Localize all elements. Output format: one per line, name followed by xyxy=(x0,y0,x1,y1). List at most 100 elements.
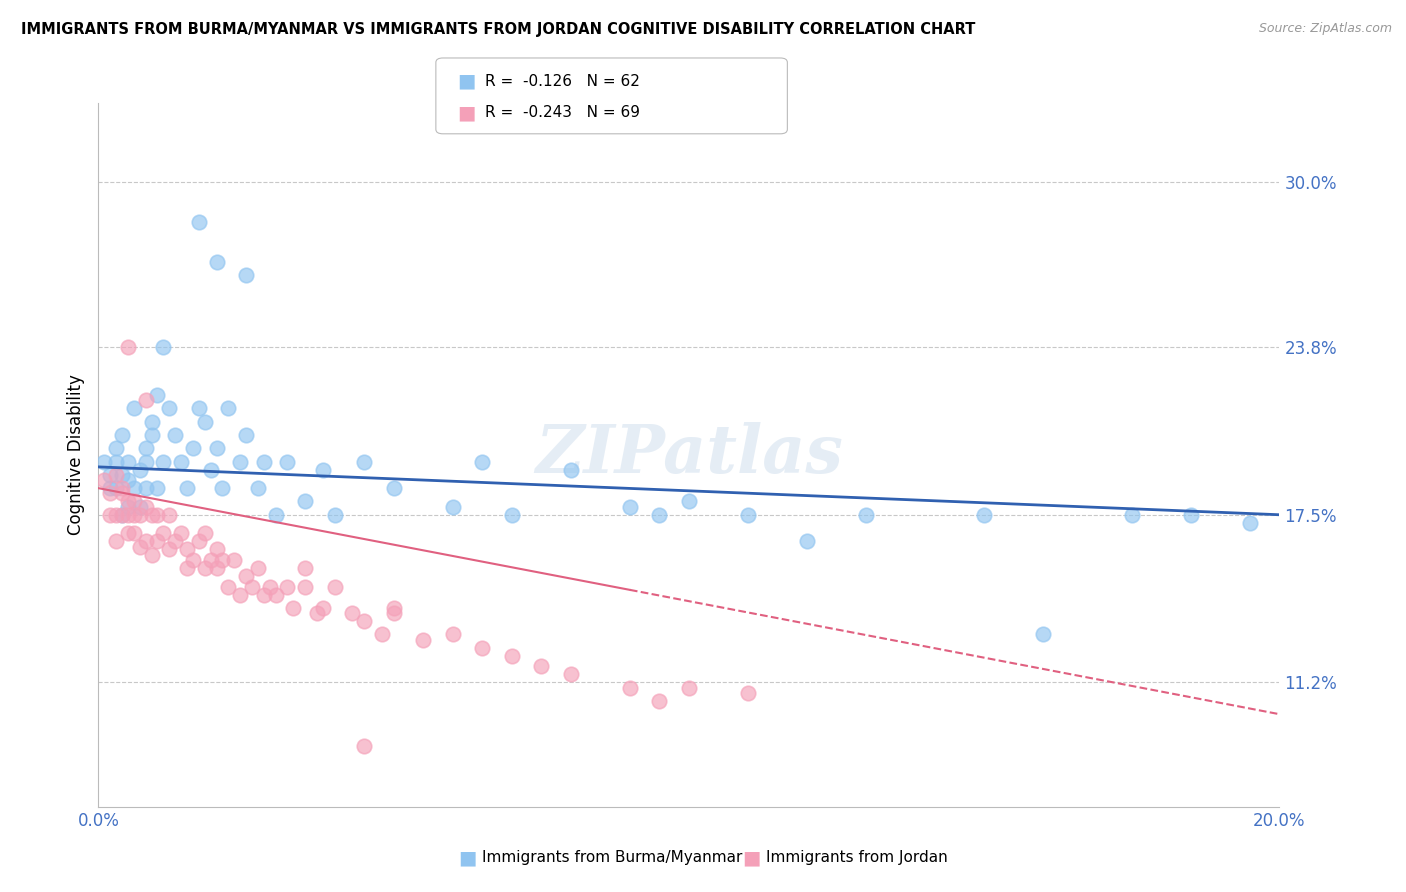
Point xyxy=(382,606,405,620)
Point xyxy=(141,548,163,562)
Point xyxy=(141,428,163,442)
Point xyxy=(128,500,150,514)
Point xyxy=(371,627,394,641)
Point xyxy=(105,467,128,482)
Point xyxy=(305,606,328,620)
Text: R =  -0.243   N = 69: R = -0.243 N = 69 xyxy=(485,105,640,120)
Point xyxy=(135,442,157,456)
Point xyxy=(122,401,145,416)
Point xyxy=(217,401,239,416)
Point xyxy=(122,494,145,508)
Point xyxy=(229,454,252,468)
Point xyxy=(294,561,316,575)
Point xyxy=(117,494,139,508)
Point xyxy=(165,534,187,549)
Point xyxy=(105,508,128,522)
Text: ■: ■ xyxy=(742,848,761,868)
Point xyxy=(176,481,198,495)
Point xyxy=(501,648,523,663)
Point xyxy=(471,640,494,655)
Point xyxy=(353,614,375,628)
Point xyxy=(1239,516,1261,530)
Point xyxy=(111,486,134,500)
Point xyxy=(246,481,269,495)
Point xyxy=(111,467,134,482)
Point xyxy=(200,462,222,476)
Point xyxy=(224,553,246,567)
Point xyxy=(246,561,269,575)
Point xyxy=(165,428,187,442)
Point xyxy=(117,526,139,541)
Point xyxy=(737,508,759,522)
Point xyxy=(105,534,128,549)
Point xyxy=(312,462,335,476)
Point xyxy=(135,500,157,514)
Point xyxy=(181,442,204,456)
Point xyxy=(412,632,434,647)
Point xyxy=(205,255,228,269)
Point xyxy=(323,508,346,522)
Point xyxy=(323,580,346,594)
Point xyxy=(619,500,641,514)
Point xyxy=(259,580,281,594)
Point xyxy=(141,508,163,522)
Point xyxy=(111,508,134,522)
Point xyxy=(648,694,671,708)
Point xyxy=(105,454,128,468)
Point xyxy=(200,553,222,567)
Point xyxy=(648,508,671,522)
Point xyxy=(128,462,150,476)
Text: ■: ■ xyxy=(457,71,475,91)
Point xyxy=(111,428,134,442)
Point xyxy=(211,481,233,495)
Point xyxy=(170,526,193,541)
Point xyxy=(105,481,128,495)
Point xyxy=(157,401,180,416)
Point xyxy=(353,739,375,753)
Point xyxy=(342,606,364,620)
Text: Source: ZipAtlas.com: Source: ZipAtlas.com xyxy=(1258,22,1392,36)
Point xyxy=(737,686,759,700)
Point xyxy=(253,454,276,468)
Point xyxy=(122,508,145,522)
Point xyxy=(117,454,139,468)
Point xyxy=(170,454,193,468)
Point xyxy=(353,454,375,468)
Point xyxy=(146,388,169,402)
Point xyxy=(441,627,464,641)
Point xyxy=(157,508,180,522)
Text: ZIPatlas: ZIPatlas xyxy=(536,423,842,487)
Point xyxy=(117,473,139,487)
Text: R =  -0.126   N = 62: R = -0.126 N = 62 xyxy=(485,74,640,88)
Point xyxy=(264,588,287,602)
Point xyxy=(501,508,523,522)
Point xyxy=(152,454,174,468)
Point xyxy=(973,508,995,522)
Text: ■: ■ xyxy=(458,848,477,868)
Point xyxy=(441,500,464,514)
Point xyxy=(122,526,145,541)
Point xyxy=(135,454,157,468)
Point xyxy=(117,340,139,354)
Point xyxy=(1032,627,1054,641)
Point xyxy=(135,393,157,408)
Point xyxy=(619,681,641,695)
Text: ■: ■ xyxy=(457,103,475,122)
Point xyxy=(117,508,139,522)
Point xyxy=(176,542,198,557)
Point xyxy=(93,454,115,468)
Point xyxy=(152,526,174,541)
Point xyxy=(205,442,228,456)
Point xyxy=(152,340,174,354)
Point xyxy=(217,580,239,594)
Point xyxy=(1121,508,1143,522)
Point xyxy=(796,534,818,549)
Point xyxy=(205,542,228,557)
Point xyxy=(205,561,228,575)
Point xyxy=(157,542,180,557)
Point xyxy=(382,600,405,615)
Point xyxy=(276,454,298,468)
Point xyxy=(117,500,139,514)
Point xyxy=(141,415,163,429)
Point xyxy=(855,508,877,522)
